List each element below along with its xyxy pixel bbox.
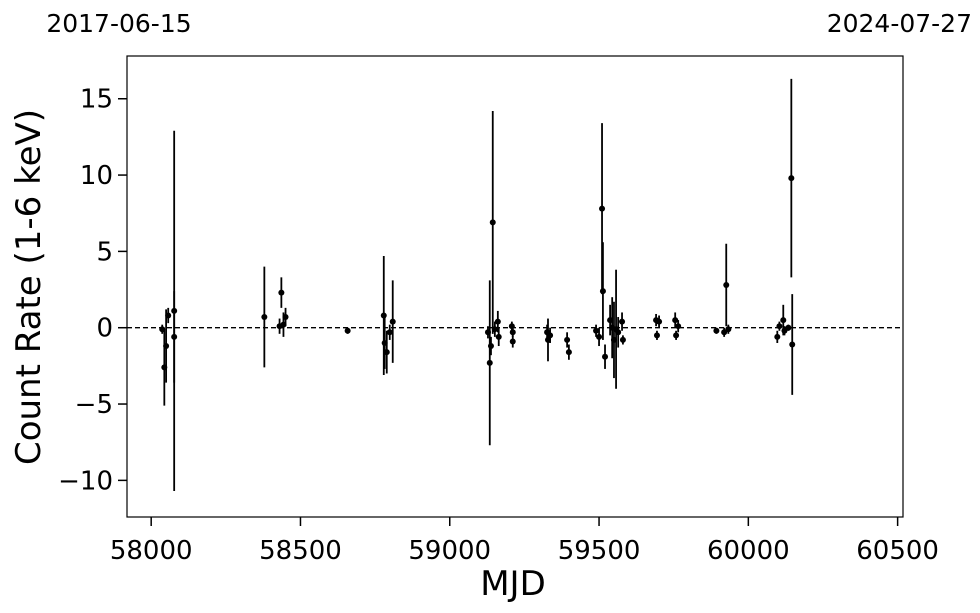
data-point <box>565 349 572 356</box>
y-tick-label: −5 <box>75 390 113 420</box>
data-point <box>163 343 170 350</box>
data-point <box>282 314 289 321</box>
data-point <box>619 336 626 343</box>
data-point <box>673 332 680 339</box>
x-tick-label: 59000 <box>408 536 491 566</box>
data-point <box>789 341 796 348</box>
data-point <box>494 318 501 325</box>
data-point <box>785 324 792 331</box>
top-left-label: 2017-06-15 <box>46 9 191 38</box>
data-point <box>599 205 606 212</box>
data-point <box>593 327 600 334</box>
data-point <box>489 219 496 226</box>
data-point <box>615 329 622 336</box>
data-point <box>599 288 606 295</box>
data-point <box>486 359 493 366</box>
data-point <box>547 332 554 339</box>
x-tick-label: 58000 <box>110 536 193 566</box>
y-tick-label: 5 <box>96 237 113 267</box>
data-point <box>344 327 351 334</box>
data-point <box>776 323 783 330</box>
data-point <box>495 333 502 340</box>
data-point <box>383 349 390 356</box>
y-axis-label: Count Rate (1-6 keV) <box>9 109 49 465</box>
data-point <box>725 326 732 333</box>
x-tick-label: 59500 <box>558 536 641 566</box>
plot-frame <box>126 55 904 518</box>
data-point <box>656 318 663 325</box>
data-point <box>713 327 720 334</box>
data-point <box>171 333 178 340</box>
y-tick-label: 0 <box>96 314 113 344</box>
data-point <box>653 332 660 339</box>
data-point <box>165 312 172 319</box>
data-point <box>487 343 494 350</box>
data-point <box>721 329 728 336</box>
x-tick-label: 60000 <box>707 536 790 566</box>
x-axis-label: MJD <box>480 564 546 604</box>
data-point <box>278 289 285 296</box>
top-right-label: 2024-07-27 <box>827 9 972 38</box>
y-tick-label: 15 <box>80 85 113 115</box>
data-point <box>675 323 682 330</box>
data-point <box>780 317 787 324</box>
y-tick-label: 10 <box>80 161 113 191</box>
data-point <box>261 314 268 321</box>
data-point <box>380 312 387 319</box>
data-point <box>389 318 396 325</box>
data-point <box>672 317 679 324</box>
x-tick-label: 60500 <box>856 536 939 566</box>
data-point <box>596 333 603 340</box>
data-point <box>508 323 515 330</box>
data-point <box>602 353 609 360</box>
data-point <box>619 318 626 325</box>
y-tick-label: −10 <box>58 466 113 496</box>
data-point <box>386 329 393 336</box>
data-point <box>564 336 571 343</box>
data-point <box>509 338 516 345</box>
data-point <box>491 326 498 333</box>
data-point <box>723 281 730 288</box>
x-tick-label: 58500 <box>259 536 342 566</box>
data-point <box>509 329 516 336</box>
data-point <box>788 175 795 182</box>
data-point <box>774 333 781 340</box>
